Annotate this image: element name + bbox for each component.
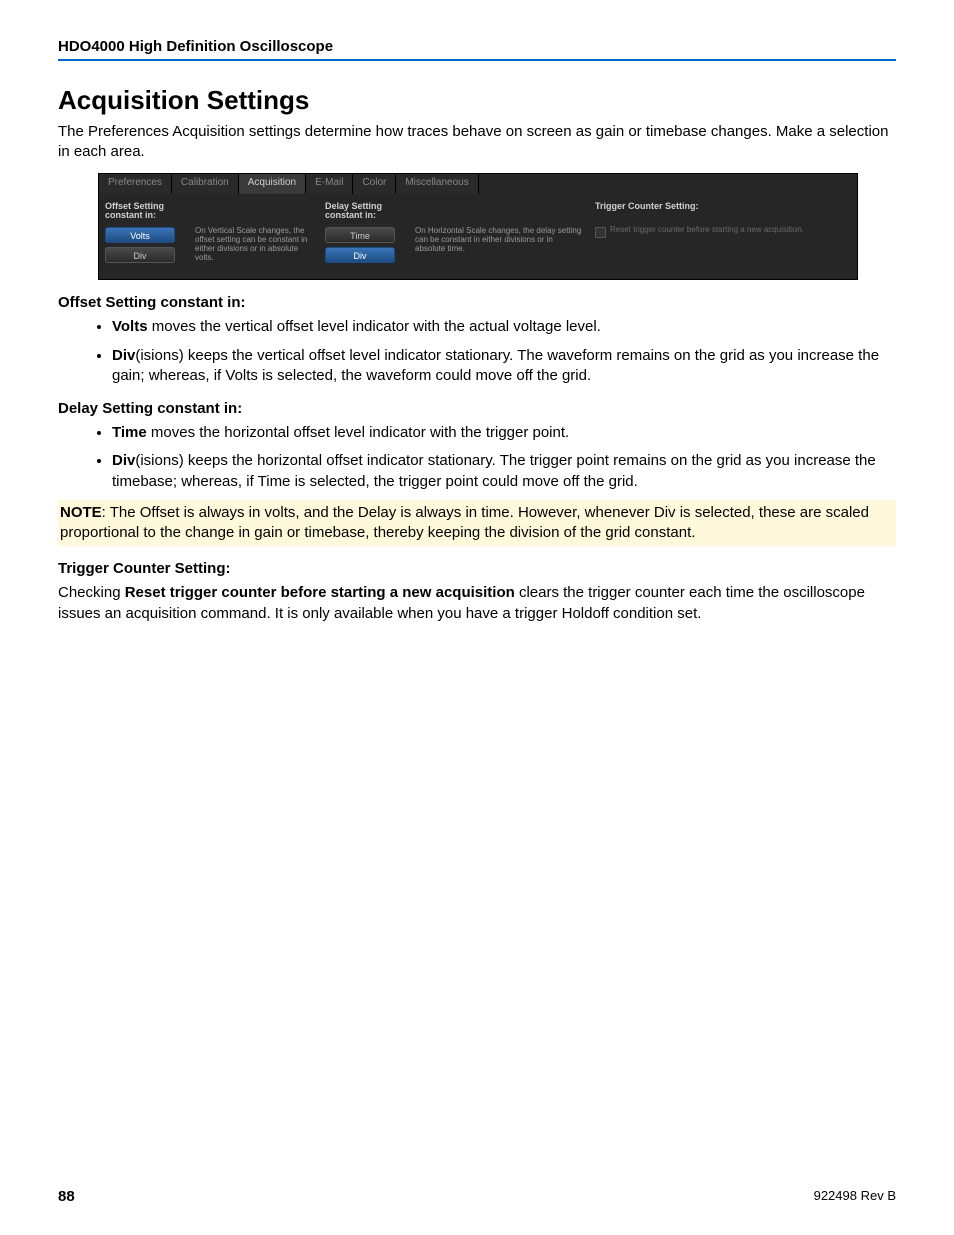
section-heading: Acquisition Settings — [58, 85, 896, 116]
doc-revision: 922498 Rev B — [814, 1188, 896, 1205]
trigger-heading: Trigger Counter Setting: — [58, 560, 896, 577]
reset-trigger-label: Reset trigger counter before starting a … — [610, 225, 804, 234]
delay-heading: Delay Setting constant in: — [58, 400, 896, 417]
tab-calibration[interactable]: Calibration — [172, 174, 239, 194]
page-header: HDO4000 High Definition Oscilloscope — [58, 38, 896, 61]
offset-label: Offset Setting constant in: — [105, 202, 183, 222]
tab-acquisition[interactable]: Acquisition — [239, 174, 306, 194]
bold-term: Time — [112, 424, 147, 441]
item-text: (isions) keeps the horizontal offset ind… — [112, 452, 876, 489]
tab-preferences[interactable]: Preferences — [99, 174, 172, 194]
delay-div-button[interactable]: Div — [325, 247, 395, 263]
acquisition-panel: Preferences Calibration Acquisition E-Ma… — [98, 173, 858, 281]
tab-email[interactable]: E-Mail — [306, 174, 353, 194]
tab-color[interactable]: Color — [353, 174, 396, 194]
offset-heading: Offset Setting constant in: — [58, 294, 896, 311]
offset-volts-button[interactable]: Volts — [105, 227, 175, 243]
delay-list: Time moves the horizontal offset level i… — [58, 423, 896, 492]
delay-label: Delay Setting constant in: — [325, 202, 403, 222]
intro-paragraph: The Preferences Acquisition settings det… — [58, 122, 896, 163]
note-label: NOTE — [60, 504, 102, 521]
delay-desc: On Horizontal Scale changes, the delay s… — [415, 226, 583, 254]
offset-div-button[interactable]: Div — [105, 247, 175, 263]
offset-desc: On Vertical Scale changes, the offset se… — [195, 226, 313, 263]
note-text: : The Offset is always in volts, and the… — [60, 504, 869, 541]
offset-list: Volts moves the vertical offset level in… — [58, 317, 896, 386]
bold-term: Div — [112, 347, 135, 364]
item-text: moves the vertical offset level indicato… — [148, 318, 601, 335]
item-text: moves the horizontal offset level indica… — [147, 424, 569, 441]
text-part: Checking — [58, 584, 125, 601]
tabs-spacer — [479, 174, 857, 194]
bold-term: Volts — [112, 318, 148, 335]
note-box: NOTE: The Offset is always in volts, and… — [58, 500, 896, 547]
list-item: Time moves the horizontal offset level i… — [112, 423, 896, 443]
trigger-label: Trigger Counter Setting: — [595, 202, 851, 212]
list-item: Div(isions) keeps the vertical offset le… — [112, 346, 896, 387]
bold-term: Div — [112, 452, 135, 469]
page-number: 88 — [58, 1188, 75, 1205]
tab-misc[interactable]: Miscellaneous — [396, 174, 478, 194]
list-item: Volts moves the vertical offset level in… — [112, 317, 896, 337]
panel-tabs: Preferences Calibration Acquisition E-Ma… — [99, 174, 857, 194]
trigger-paragraph: Checking Reset trigger counter before st… — [58, 583, 896, 624]
reset-trigger-checkbox[interactable] — [595, 227, 606, 238]
item-text: (isions) keeps the vertical offset level… — [112, 347, 879, 384]
bold-term: Reset trigger counter before starting a … — [125, 584, 515, 601]
list-item: Div(isions) keeps the horizontal offset … — [112, 451, 896, 492]
delay-time-button[interactable]: Time — [325, 227, 395, 243]
